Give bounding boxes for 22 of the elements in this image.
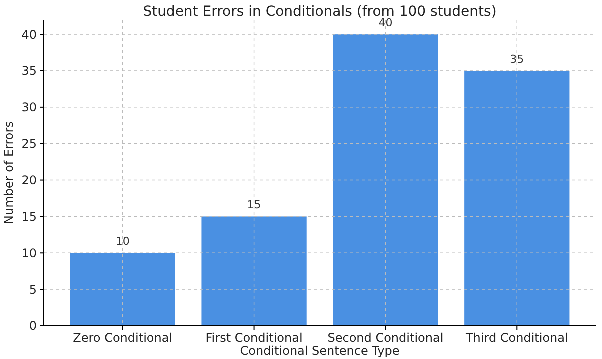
data-label: 10 [116, 235, 130, 248]
y-tick-label: 10 [22, 246, 37, 260]
data-label: 15 [247, 198, 262, 212]
y-tick-label: 5 [29, 282, 37, 297]
y-tick-label: 25 [22, 137, 37, 152]
bar [202, 216, 307, 326]
y-tick-label: 35 [22, 64, 37, 78]
bar [464, 71, 570, 326]
bar [333, 34, 438, 326]
data-label: 35 [510, 53, 524, 66]
x-tick-label: Second Conditional [328, 331, 444, 345]
x-tick-label: Third Conditional [464, 331, 568, 345]
x-axis-title: Conditional Sentence Type [240, 344, 400, 358]
y-tick-label: 20 [22, 173, 37, 188]
y-tick-label: 40 [22, 28, 37, 42]
x-tick-label: Zero Conditional [73, 331, 173, 345]
x-tick-label: First Conditional [206, 331, 303, 345]
y-tick-label: 15 [22, 210, 37, 224]
y-axis-title: Number of Errors [2, 122, 16, 224]
y-tick-label: 30 [22, 100, 37, 115]
y-tick-label: 0 [29, 319, 37, 334]
bar [70, 253, 176, 326]
